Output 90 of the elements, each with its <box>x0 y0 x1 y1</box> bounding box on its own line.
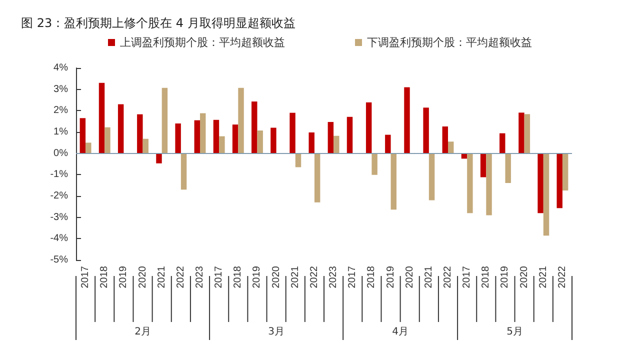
x-tick-label: 2019 <box>500 266 511 288</box>
text: 2月 <box>134 326 151 338</box>
x-tick-label: 2017 <box>462 266 473 288</box>
x-tick-label: 2021 <box>538 266 549 288</box>
x-tick-label: 2020 <box>404 266 416 288</box>
chart-title: 图 23：盈利预期上修个股在 4 月取得明显超额收益 <box>21 16 296 30</box>
bar <box>180 153 187 190</box>
y-tick-label: 1% <box>54 126 68 138</box>
bar <box>390 153 396 210</box>
x-tick-label: 2020 <box>270 266 282 288</box>
bar <box>480 153 486 178</box>
x-tick-label: 2017 <box>347 266 358 288</box>
x-tick-label: 2020 <box>518 266 530 288</box>
bar <box>505 153 511 183</box>
bar <box>232 124 238 154</box>
x-tick-label: 2019 <box>385 266 396 288</box>
bar <box>194 120 200 154</box>
x-tick-label: 2017 <box>214 266 225 288</box>
x-tick-label: 2019 <box>252 266 263 288</box>
bar <box>162 88 168 154</box>
bar <box>372 153 378 175</box>
x-tick-label: 2021 <box>290 266 301 288</box>
bar <box>200 113 206 154</box>
x-tick-label: 2018 <box>480 266 492 288</box>
bar <box>270 128 276 154</box>
text: 5月 <box>506 326 523 338</box>
x-tick-label: 2023 <box>194 266 206 288</box>
bar <box>385 134 391 154</box>
bar <box>366 102 372 154</box>
x-tick-label: 2021 <box>423 266 434 288</box>
bar <box>252 101 258 154</box>
bar <box>257 130 263 154</box>
bar <box>442 126 448 154</box>
x-tick-label: 2018 <box>366 266 378 288</box>
bar <box>524 114 530 154</box>
bar <box>219 136 225 154</box>
text: 4月 <box>392 326 408 338</box>
bar <box>213 120 220 154</box>
x-tick-label: 2022 <box>175 266 186 288</box>
bar <box>98 82 105 154</box>
bar <box>518 112 524 154</box>
bar <box>295 153 302 168</box>
x-tick-label: 2023 <box>328 266 340 288</box>
x-tick-label: 2020 <box>137 266 148 288</box>
x-tick-label: 2019 <box>118 266 130 288</box>
bar <box>346 116 353 154</box>
legend-label: 上调盈利预期个股：平均超额收益 <box>120 36 285 49</box>
y-tick-label: -5% <box>50 254 68 266</box>
x-tick-label: 2021 <box>156 266 168 288</box>
bar <box>118 104 124 154</box>
bar <box>328 122 334 154</box>
bar <box>543 153 550 236</box>
y-tick-label: -3% <box>50 212 68 223</box>
bar <box>137 114 143 154</box>
bar <box>308 132 314 154</box>
y-tick-label: -1% <box>50 169 68 180</box>
bar <box>86 142 92 154</box>
bar <box>448 142 454 154</box>
y-tick-label: 4% <box>54 62 68 74</box>
bar <box>538 153 544 214</box>
bar <box>500 133 506 154</box>
y-tick-label: -2% <box>50 190 68 202</box>
bar <box>562 153 568 190</box>
bar <box>486 153 492 216</box>
bar <box>423 108 429 154</box>
text: 3月 <box>268 326 284 338</box>
bar <box>142 138 148 154</box>
bar <box>290 112 296 154</box>
legend-label: 下调盈利预期个股：平均超额收益 <box>367 36 532 49</box>
bar <box>156 153 162 164</box>
x-tick-label: 2017 <box>80 266 92 288</box>
bar <box>334 136 340 154</box>
bar <box>175 123 181 154</box>
bar <box>314 153 320 202</box>
bar <box>428 153 435 200</box>
x-tick-label: 2018 <box>232 266 244 288</box>
y-tick-label: -4% <box>50 233 68 244</box>
x-tick-label: 2022 <box>308 266 320 288</box>
y-tick-label: 3% <box>54 84 68 95</box>
y-tick-label: 2% <box>54 105 68 116</box>
bar <box>238 88 244 154</box>
x-tick-label: 2018 <box>99 266 110 288</box>
bar <box>556 153 562 208</box>
bar <box>467 153 473 214</box>
x-tick-label: 2022 <box>556 266 568 288</box>
x-tick-label: 2022 <box>442 266 454 288</box>
bar <box>80 118 86 154</box>
bar <box>104 127 110 154</box>
y-tick-label: 0% <box>54 148 68 159</box>
bar <box>404 87 410 154</box>
